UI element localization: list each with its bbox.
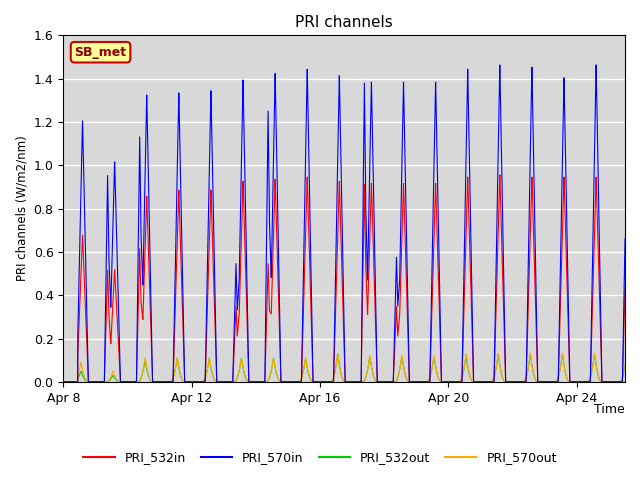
Y-axis label: PRI channels (W/m2/nm): PRI channels (W/m2/nm) <box>15 136 28 281</box>
Legend: PRI_532in, PRI_570in, PRI_532out, PRI_570out: PRI_532in, PRI_570in, PRI_532out, PRI_57… <box>78 446 562 469</box>
Text: Time: Time <box>595 403 625 416</box>
Text: SB_met: SB_met <box>74 46 127 59</box>
Title: PRI channels: PRI channels <box>295 15 393 30</box>
